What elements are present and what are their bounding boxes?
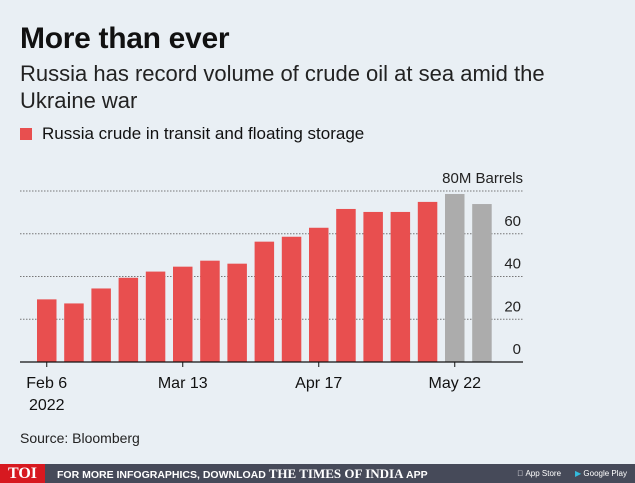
y-tick-label: 20 bbox=[504, 298, 521, 315]
bar bbox=[281, 236, 302, 362]
bar bbox=[390, 211, 411, 362]
bar bbox=[37, 299, 57, 362]
legend-swatch bbox=[20, 128, 32, 140]
bar bbox=[417, 201, 438, 362]
footer-text: FOR MORE INFOGRAPHICS, DOWNLOAD THE TIME… bbox=[57, 465, 428, 481]
bar-chart: 0 20 40 60 80M Barrels Feb 6 2022 Mar 13 Apr 17 M… bbox=[20, 170, 523, 414]
bar bbox=[363, 211, 383, 362]
bar bbox=[227, 263, 247, 362]
bar bbox=[254, 241, 275, 362]
legend: Russia crude in transit and floating sto… bbox=[20, 124, 364, 144]
unit-label: 80M Barrels bbox=[442, 170, 523, 187]
bar bbox=[145, 271, 166, 362]
x-tick-label: Feb 6 bbox=[26, 375, 67, 392]
y-tick-label: 40 bbox=[504, 256, 521, 273]
bar bbox=[472, 204, 492, 362]
bar bbox=[173, 266, 193, 362]
toi-logo: TOI bbox=[0, 464, 45, 483]
footer-banner[interactable]: TOI FOR MORE INFOGRAPHICS, DOWNLOAD THE … bbox=[0, 464, 635, 483]
bar bbox=[64, 303, 84, 362]
bar bbox=[118, 277, 139, 362]
bar bbox=[309, 227, 329, 362]
bar bbox=[336, 208, 356, 362]
source: Source: Bloomberg bbox=[20, 430, 140, 446]
y-tick-label: 60 bbox=[504, 213, 521, 230]
chart-title: More than ever bbox=[20, 22, 230, 55]
chart-subtitle: Russia has record volume of crude oil at… bbox=[20, 61, 545, 113]
google-play-link[interactable]: ▶ Google Play bbox=[575, 469, 627, 478]
y-tick-label: 0 bbox=[513, 341, 521, 358]
app-store-link[interactable]:  App Store bbox=[517, 469, 562, 478]
x-tick-label: Mar 13 bbox=[158, 375, 208, 392]
bar bbox=[200, 260, 220, 362]
bar bbox=[91, 288, 111, 362]
x-tick-label: May 22 bbox=[429, 375, 482, 392]
legend-label: Russia crude in transit and floating sto… bbox=[42, 124, 365, 143]
x-tick-sublabel: 2022 bbox=[29, 397, 65, 414]
bar bbox=[445, 193, 465, 362]
x-tick-label: Apr 17 bbox=[295, 375, 342, 392]
